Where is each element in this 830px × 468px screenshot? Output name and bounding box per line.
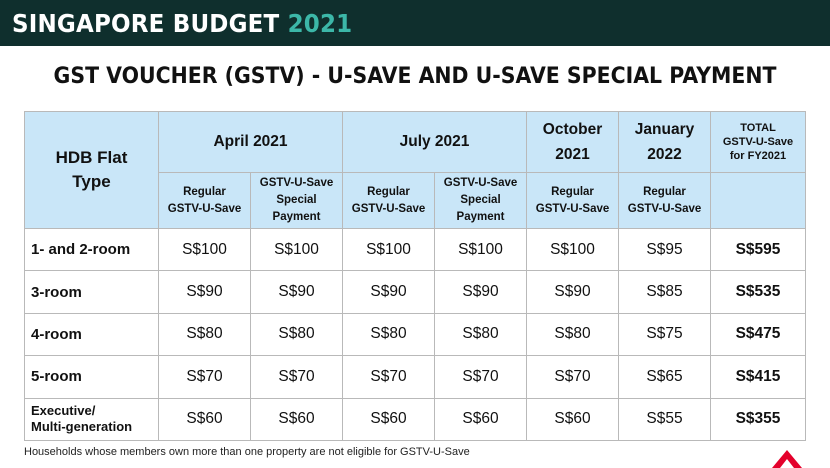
subheader-label: Special xyxy=(276,194,317,206)
cell-jul-special: S$60 xyxy=(434,397,528,442)
row-flat-type-line2: Multi-generation xyxy=(31,419,133,435)
subheader-label: Regular xyxy=(183,185,226,198)
cell-jul-regular: S$80 xyxy=(342,312,436,357)
cell-apr-regular: S$70 xyxy=(158,355,251,399)
subheader-label: Payment xyxy=(456,211,505,223)
table-row: 3-room S$90 S$90 S$90 S$90 S$90 S$85 S$5… xyxy=(24,270,807,314)
cell-oct-regular: S$80 xyxy=(526,312,620,357)
subheader-label: GSTV-U-Save xyxy=(627,202,702,215)
subheader-label: GSTV-U-Save xyxy=(351,202,426,215)
subheader-label: Special xyxy=(460,194,501,206)
header-total-line3: for FY2021 xyxy=(729,150,787,162)
header-january-line2: 2022 xyxy=(647,146,682,163)
header-total-line2: GSTV-U-Save xyxy=(722,136,794,148)
header-october-line1: October xyxy=(542,121,603,138)
table-row: Executive/ Multi-generation S$60 S$60 S$… xyxy=(24,397,807,442)
cell-jan-regular: S$95 xyxy=(618,227,712,272)
subheader-total-empty xyxy=(710,172,807,229)
cell-apr-special: S$60 xyxy=(249,397,344,442)
subheader-april-special: GSTV-U-Save Special Payment xyxy=(249,172,344,229)
header-january: January 2022 xyxy=(618,111,712,173)
subheader-july-regular: Regular GSTV-U-Save xyxy=(342,172,436,229)
cell-apr-special: S$100 xyxy=(249,227,344,272)
subheader-label: Payment xyxy=(272,211,321,223)
header-flat-type: HDB Flat Type xyxy=(24,111,159,229)
cell-apr-regular: S$60 xyxy=(158,397,251,442)
header-october: October 2021 xyxy=(526,111,620,173)
header-total: TOTAL GSTV-U-Save for FY2021 xyxy=(710,111,807,173)
subheader-july-special: GSTV-U-Save Special Payment xyxy=(434,172,528,229)
cell-jan-regular: S$85 xyxy=(618,270,712,314)
subheader-label: Regular xyxy=(551,185,594,198)
row-flat-type: 4-room xyxy=(24,312,159,357)
cell-oct-regular: S$90 xyxy=(526,270,620,314)
cell-total: S$355 xyxy=(710,397,807,442)
cell-jul-special: S$100 xyxy=(434,227,528,272)
subheader-label: GSTV-U-Save xyxy=(535,202,610,215)
subheader-label: GSTV-U-Save xyxy=(167,202,242,215)
row-flat-type: Executive/ Multi-generation xyxy=(24,397,159,442)
subheader-label: Regular xyxy=(367,185,410,198)
banner: SINGAPORE BUDGET 2021 xyxy=(0,0,830,46)
cell-jul-regular: S$90 xyxy=(342,270,436,314)
row-flat-type: 1- and 2-room xyxy=(24,227,159,272)
cell-total: S$475 xyxy=(710,312,807,357)
cell-apr-special: S$70 xyxy=(249,355,344,399)
cell-oct-regular: S$70 xyxy=(526,355,620,399)
page-title: GST VOUCHER (GSTV) - U-SAVE AND U-SAVE S… xyxy=(53,64,777,89)
row-flat-type-line1: Executive/ xyxy=(31,403,96,419)
cell-jul-special: S$90 xyxy=(434,270,528,314)
header-january-line1: January xyxy=(634,121,695,138)
footnote: Households whose members own more than o… xyxy=(24,446,470,458)
cell-total: S$415 xyxy=(710,355,807,399)
cna-logo-icon xyxy=(772,450,802,468)
cell-total: S$535 xyxy=(710,270,807,314)
subheader-label: Regular xyxy=(643,185,686,198)
banner-title: SINGAPORE BUDGET 2021 xyxy=(12,9,352,38)
cell-total: S$595 xyxy=(710,227,807,272)
row-flat-type: 3-room xyxy=(24,270,159,314)
cell-apr-special: S$80 xyxy=(249,312,344,357)
subheader-label: GSTV-U-Save xyxy=(259,177,334,189)
table-row: 5-room S$70 S$70 S$70 S$70 S$70 S$65 S$4… xyxy=(24,355,807,399)
subheader-october-regular: Regular GSTV-U-Save xyxy=(526,172,620,229)
table-row: 4-room S$80 S$80 S$80 S$80 S$80 S$75 S$4… xyxy=(24,312,807,357)
cell-jul-regular: S$100 xyxy=(342,227,436,272)
header-total-line1: TOTAL xyxy=(740,122,776,134)
gstv-table: HDB Flat Type April 2021 July 2021 Octob… xyxy=(24,111,807,442)
cell-jul-special: S$80 xyxy=(434,312,528,357)
header-flat-type-line1: HDB Flat xyxy=(55,148,128,167)
cell-apr-special: S$90 xyxy=(249,270,344,314)
banner-year: 2021 xyxy=(287,8,353,38)
row-flat-type: 5-room xyxy=(24,355,159,399)
header-flat-type-line2: Type xyxy=(72,172,111,191)
subheader-label: GSTV-U-Save xyxy=(443,177,518,189)
cell-oct-regular: S$60 xyxy=(526,397,620,442)
table-row: 1- and 2-room S$100 S$100 S$100 S$100 S$… xyxy=(24,227,807,272)
cell-apr-regular: S$80 xyxy=(158,312,251,357)
header-july: July 2021 xyxy=(342,111,528,173)
header-april: April 2021 xyxy=(157,111,344,173)
cell-jan-regular: S$55 xyxy=(618,397,712,442)
header-october-line2: 2021 xyxy=(555,146,590,163)
cell-jul-special: S$70 xyxy=(434,355,528,399)
cell-jan-regular: S$65 xyxy=(618,355,712,399)
cell-jul-regular: S$70 xyxy=(342,355,436,399)
cell-jul-regular: S$60 xyxy=(342,397,436,442)
cell-oct-regular: S$100 xyxy=(526,227,620,272)
banner-title-text: SINGAPORE BUDGET xyxy=(12,8,280,38)
cell-apr-regular: S$90 xyxy=(158,270,251,314)
cell-jan-regular: S$75 xyxy=(618,312,712,357)
subheader-april-regular: Regular GSTV-U-Save xyxy=(158,172,251,229)
cell-apr-regular: S$100 xyxy=(158,227,251,272)
subheader-january-regular: Regular GSTV-U-Save xyxy=(618,172,712,229)
